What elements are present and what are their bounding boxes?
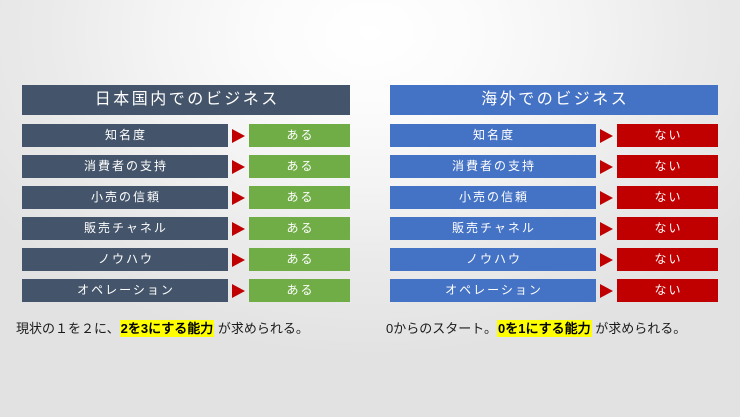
table-row: 販売チャネル ある bbox=[22, 217, 350, 240]
row-label-awareness-domestic: 知名度 bbox=[22, 124, 228, 147]
row-label-sales-channel-overseas: 販売チャネル bbox=[390, 217, 596, 240]
panel-header-overseas: 海外でのビジネス bbox=[390, 85, 718, 115]
table-row: 小売の信頼 ない bbox=[390, 186, 718, 209]
row-value-consumer-support-domestic: ある bbox=[249, 155, 350, 178]
arrow-right-icon bbox=[228, 186, 249, 209]
row-value-awareness-overseas: ない bbox=[617, 124, 718, 147]
table-row: オペレーション ない bbox=[390, 279, 718, 302]
caption-domestic: 現状の１を２に、2を3にする能力 が求められる。 bbox=[16, 318, 309, 337]
table-row: 小売の信頼 ある bbox=[22, 186, 350, 209]
table-row: ノウハウ ある bbox=[22, 248, 350, 271]
row-value-retail-trust-overseas: ない bbox=[617, 186, 718, 209]
row-value-awareness-domestic: ある bbox=[249, 124, 350, 147]
table-row: 知名度 ない bbox=[390, 124, 718, 147]
table-row: オペレーション ある bbox=[22, 279, 350, 302]
arrow-right-icon bbox=[228, 279, 249, 302]
arrow-right-icon bbox=[596, 217, 617, 240]
caption-overseas-before: 0からのスタート。 bbox=[386, 321, 497, 336]
row-label-retail-trust-domestic: 小売の信頼 bbox=[22, 186, 228, 209]
caption-overseas: 0からのスタート。0を1にする能力 が求められる。 bbox=[386, 318, 686, 337]
arrow-right-icon bbox=[596, 248, 617, 271]
arrow-right-icon bbox=[596, 155, 617, 178]
arrow-right-icon bbox=[228, 155, 249, 178]
table-row: 消費者の支持 ない bbox=[390, 155, 718, 178]
row-value-operation-overseas: ない bbox=[617, 279, 718, 302]
arrow-right-icon bbox=[228, 248, 249, 271]
panel-overseas-business: 海外でのビジネス 知名度 ない 消費者の支持 ない 小売の信頼 ない 販売チャネ… bbox=[390, 85, 718, 302]
row-label-operation-domestic: オペレーション bbox=[22, 279, 228, 302]
caption-overseas-highlight: 0を1にする能力 bbox=[496, 320, 592, 337]
row-label-operation-overseas: オペレーション bbox=[390, 279, 596, 302]
panel-domestic-business: 日本国内でのビジネス 知名度 ある 消費者の支持 ある 小売の信頼 ある 販売チ… bbox=[22, 85, 350, 302]
table-row: ノウハウ ない bbox=[390, 248, 718, 271]
row-value-knowhow-domestic: ある bbox=[249, 248, 350, 271]
row-label-consumer-support-domestic: 消費者の支持 bbox=[22, 155, 228, 178]
row-value-retail-trust-domestic: ある bbox=[249, 186, 350, 209]
row-label-sales-channel-domestic: 販売チャネル bbox=[22, 217, 228, 240]
row-value-consumer-support-overseas: ない bbox=[617, 155, 718, 178]
table-row: 消費者の支持 ある bbox=[22, 155, 350, 178]
row-label-knowhow-domestic: ノウハウ bbox=[22, 248, 228, 271]
panel-header-domestic: 日本国内でのビジネス bbox=[22, 85, 350, 115]
row-value-knowhow-overseas: ない bbox=[617, 248, 718, 271]
caption-domestic-before: 現状の１を２に、 bbox=[16, 321, 120, 336]
row-label-consumer-support-overseas: 消費者の支持 bbox=[390, 155, 596, 178]
row-label-retail-trust-overseas: 小売の信頼 bbox=[390, 186, 596, 209]
table-row: 知名度 ある bbox=[22, 124, 350, 147]
arrow-right-icon bbox=[596, 186, 617, 209]
row-label-knowhow-overseas: ノウハウ bbox=[390, 248, 596, 271]
table-row: 販売チャネル ない bbox=[390, 217, 718, 240]
caption-domestic-highlight: 2を3にする能力 bbox=[119, 320, 215, 337]
arrow-right-icon bbox=[596, 124, 617, 147]
row-value-sales-channel-domestic: ある bbox=[249, 217, 350, 240]
row-label-awareness-overseas: 知名度 bbox=[390, 124, 596, 147]
caption-overseas-after: が求められる。 bbox=[591, 321, 687, 336]
arrow-right-icon bbox=[228, 217, 249, 240]
caption-domestic-after: が求められる。 bbox=[214, 321, 309, 336]
row-value-sales-channel-overseas: ない bbox=[617, 217, 718, 240]
arrow-right-icon bbox=[228, 124, 249, 147]
arrow-right-icon bbox=[596, 279, 617, 302]
row-value-operation-domestic: ある bbox=[249, 279, 350, 302]
